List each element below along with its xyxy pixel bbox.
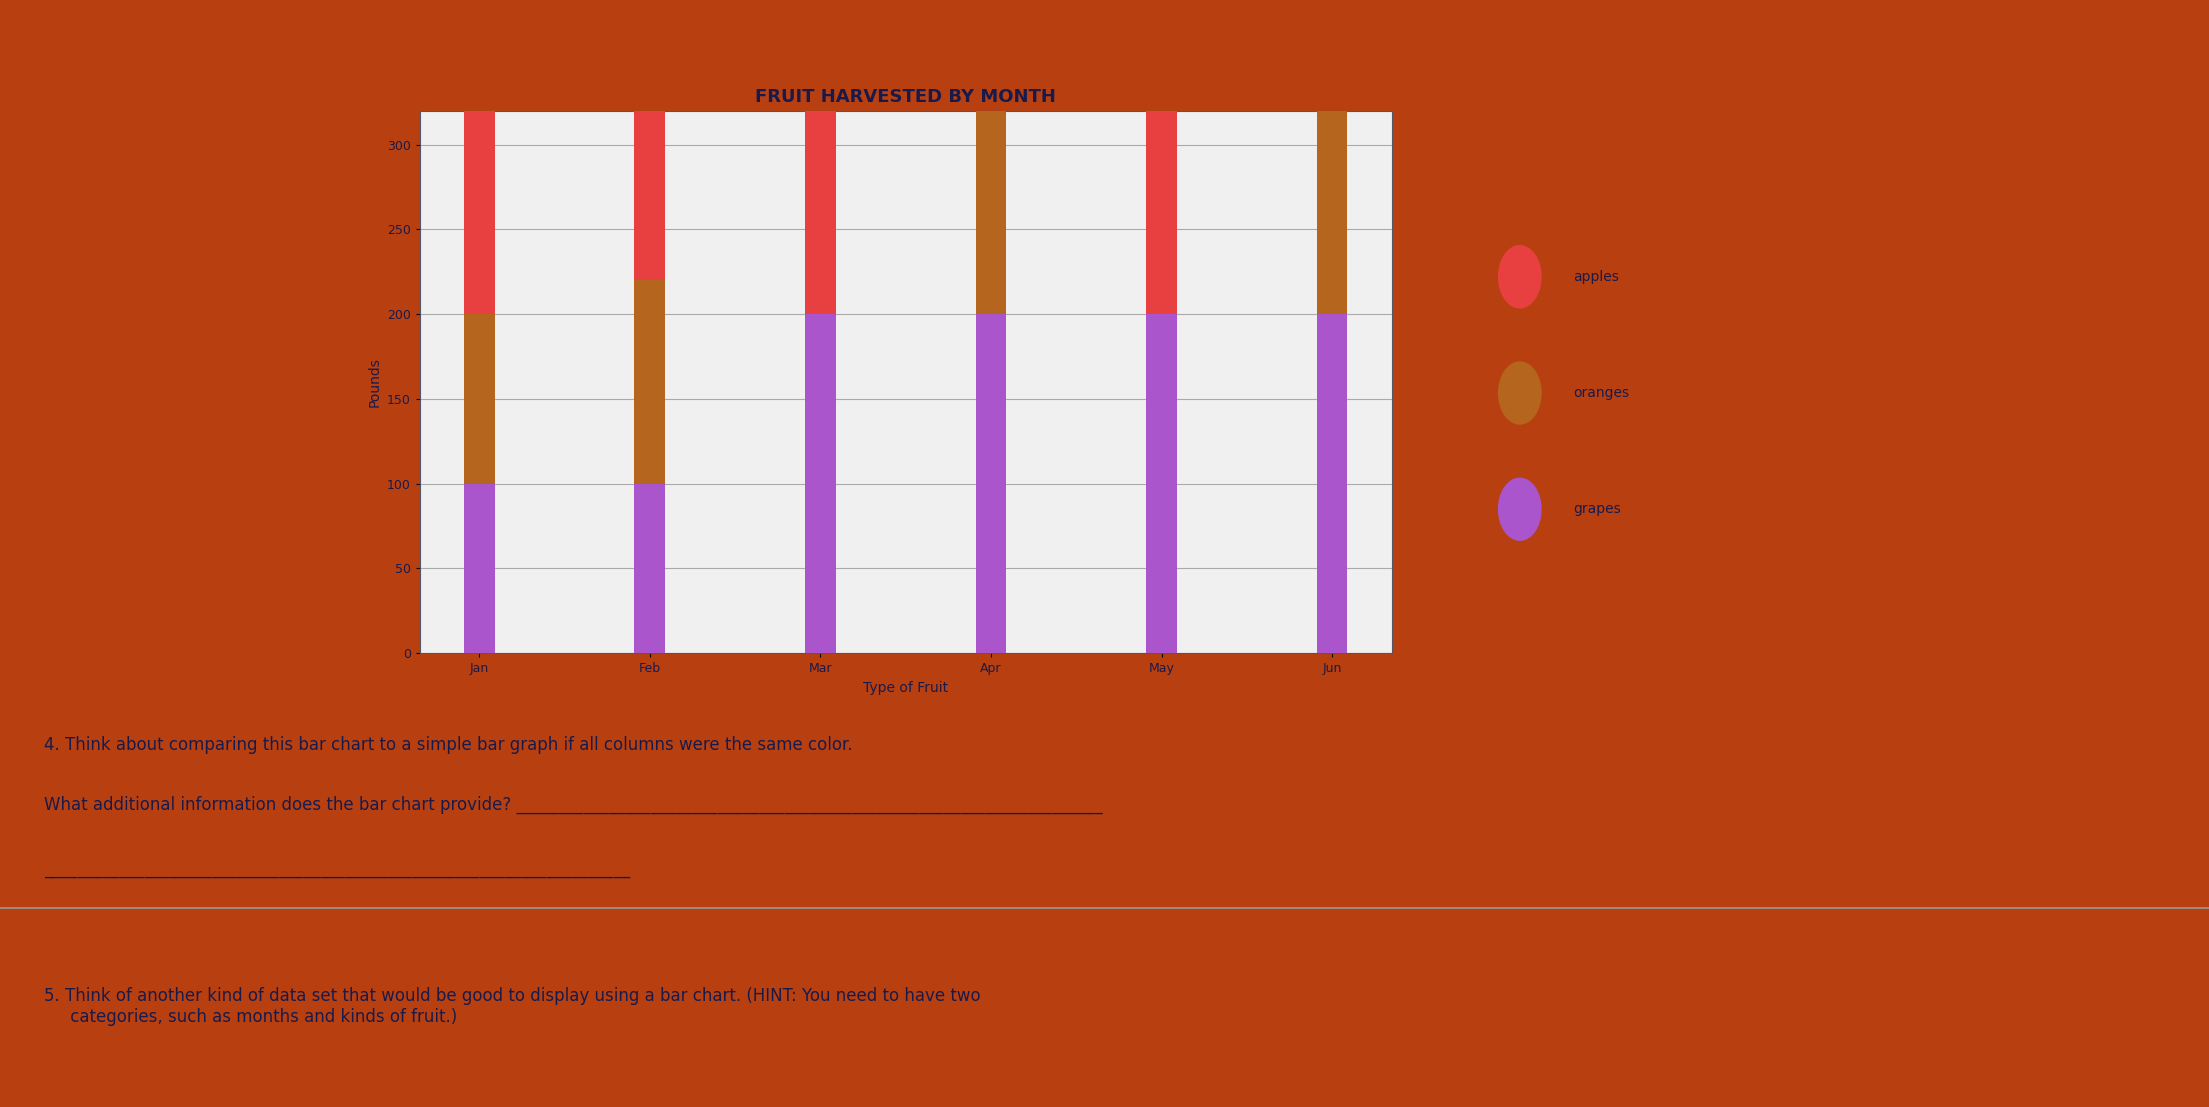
Text: oranges: oranges	[1573, 386, 1628, 400]
Bar	[804, 314, 835, 653]
Circle shape	[1498, 478, 1542, 540]
Circle shape	[1498, 362, 1542, 424]
Bar	[1146, 314, 1177, 653]
Bar	[634, 484, 665, 653]
Text: 4. Think about comparing this bar chart to a simple bar graph if all columns wer: 4. Think about comparing this bar chart …	[44, 736, 853, 754]
Y-axis label: Pounds: Pounds	[367, 356, 382, 407]
Text: ______________________________________________________________________: ________________________________________…	[44, 860, 630, 878]
Bar	[976, 0, 1007, 314]
Text: 5. Think of another kind of data set that would be good to display using a bar c: 5. Think of another kind of data set tha…	[44, 987, 981, 1026]
Bar	[634, 25, 665, 280]
X-axis label: Type of Fruit: Type of Fruit	[864, 681, 948, 695]
Bar	[464, 94, 495, 314]
Text: apples: apples	[1573, 270, 1619, 283]
Bar	[464, 484, 495, 653]
Text: grapes: grapes	[1573, 503, 1621, 516]
Bar	[464, 314, 495, 484]
Bar	[1317, 314, 1347, 653]
Text: What additional information does the bar chart provide? ________________________: What additional information does the bar…	[44, 796, 1102, 815]
Circle shape	[1498, 246, 1542, 308]
Bar	[1146, 0, 1177, 314]
Bar	[976, 314, 1007, 653]
Bar	[1317, 0, 1347, 314]
Bar	[634, 280, 665, 484]
Bar	[804, 60, 835, 314]
Title: FRUIT HARVESTED BY MONTH: FRUIT HARVESTED BY MONTH	[755, 89, 1056, 106]
